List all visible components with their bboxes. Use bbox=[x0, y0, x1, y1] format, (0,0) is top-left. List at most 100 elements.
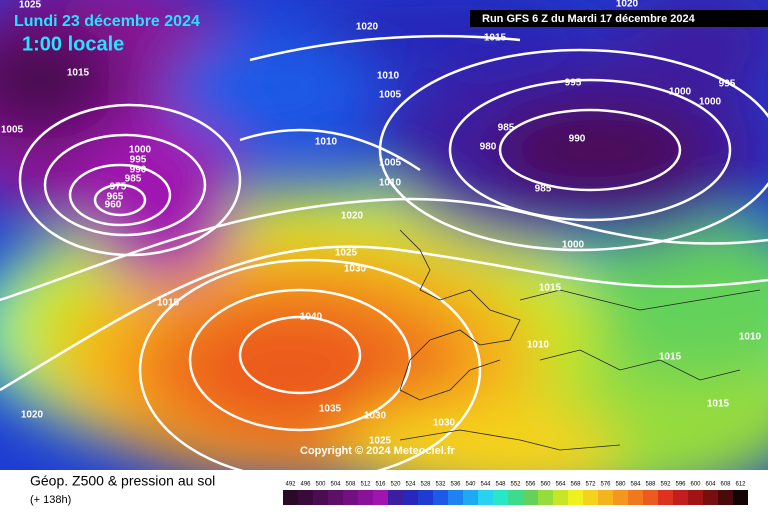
isobar-label: 990 bbox=[130, 165, 147, 176]
isobar-label: 985 bbox=[535, 184, 552, 195]
scale-label: 596 bbox=[675, 482, 686, 488]
isobar-label: 1005 bbox=[379, 90, 402, 101]
scale-swatch bbox=[613, 490, 628, 505]
scale-label: 532 bbox=[435, 482, 446, 488]
scale-label: 588 bbox=[645, 482, 656, 488]
isobar-label: 1000 bbox=[699, 97, 722, 108]
scale-label: 580 bbox=[615, 482, 626, 488]
scale-swatch bbox=[523, 490, 538, 505]
scale-swatch bbox=[553, 490, 568, 505]
scale-swatch bbox=[583, 490, 598, 505]
scale-label: 496 bbox=[300, 482, 311, 488]
isobar-label: 1000 bbox=[669, 87, 692, 98]
scale-label: 516 bbox=[375, 482, 386, 488]
scale-swatch bbox=[388, 490, 403, 505]
isobar-label: 1020 bbox=[356, 22, 379, 33]
isobar-label: 1015 bbox=[67, 68, 90, 79]
scale-label: 540 bbox=[465, 482, 476, 488]
scale-label: 576 bbox=[600, 482, 611, 488]
isobar-label: 1015 bbox=[157, 298, 180, 309]
isobar-label: 1025 bbox=[19, 0, 42, 11]
isobar-label: 960 bbox=[105, 200, 122, 211]
isobar-label: 1025 bbox=[369, 436, 392, 447]
isobar-label: 975 bbox=[110, 182, 127, 193]
scale-swatch bbox=[298, 490, 313, 505]
color-scale: 492 496 500 504 508 512 516 520 524 528 532 536 540 5… bbox=[283, 482, 748, 505]
isobar-label: 995 bbox=[565, 78, 582, 89]
scale-swatch bbox=[658, 490, 673, 505]
isobar-label: 1010 bbox=[527, 340, 550, 351]
scale-label: 500 bbox=[315, 482, 326, 488]
scale-label: 556 bbox=[525, 482, 536, 488]
scale-label: 608 bbox=[720, 482, 731, 488]
isobar-label: 1000 bbox=[129, 145, 152, 156]
isobar-label: 990 bbox=[569, 134, 586, 145]
footer-title: Géop. Z500 & pression au sol bbox=[30, 473, 215, 489]
scale-swatch bbox=[628, 490, 643, 505]
scale-label: 548 bbox=[495, 482, 506, 488]
isobar-label: 1020 bbox=[616, 0, 639, 10]
scale-swatch bbox=[478, 490, 493, 505]
scale-label: 592 bbox=[660, 482, 671, 488]
run-banner bbox=[470, 10, 768, 27]
isobar-label: 1020 bbox=[341, 211, 364, 222]
scale-label: 492 bbox=[285, 482, 296, 488]
isobar-label: 1010 bbox=[739, 332, 762, 343]
isobar-label: 1005 bbox=[1, 125, 24, 136]
isobar-label: 1000 bbox=[562, 240, 585, 251]
scale-label: 536 bbox=[450, 482, 461, 488]
isobar-labels: 1025102010151010100510151005100099599098… bbox=[1, 0, 762, 447]
scale-label: 504 bbox=[330, 482, 341, 488]
scale-swatch bbox=[493, 490, 508, 505]
isobar-label: 1015 bbox=[539, 283, 562, 294]
scale-label: 612 bbox=[735, 482, 746, 488]
isobar-label: 965 bbox=[107, 192, 124, 203]
scale-swatch bbox=[358, 490, 373, 505]
isobar-label: 1015 bbox=[484, 33, 507, 44]
isobar-label: 1010 bbox=[315, 137, 338, 148]
scale-swatch bbox=[568, 490, 583, 505]
isobar-label: 1015 bbox=[707, 399, 730, 410]
scale-swatch bbox=[373, 490, 388, 505]
valid-date: Lundi 23 décembre 2024 bbox=[14, 13, 200, 30]
isobars bbox=[0, 34, 768, 470]
scale-label: 564 bbox=[555, 482, 566, 488]
scale-label: 600 bbox=[690, 482, 701, 488]
isobar-label: 1035 bbox=[319, 404, 342, 415]
isobar-label: 980 bbox=[480, 142, 497, 153]
isobar-label: 1020 bbox=[21, 410, 44, 421]
scale-label: 508 bbox=[345, 482, 356, 488]
scale-label: 568 bbox=[570, 482, 581, 488]
isobar-label: 995 bbox=[130, 155, 147, 166]
scale-label: 544 bbox=[480, 482, 491, 488]
isobar-label: 1010 bbox=[379, 178, 402, 189]
isobar-label: 1030 bbox=[344, 264, 367, 275]
run-info: Run GFS 6 Z du Mardi 17 décembre 2024 bbox=[482, 13, 696, 25]
scale-swatch bbox=[598, 490, 613, 505]
scale-label: 552 bbox=[510, 482, 521, 488]
isobar-label: 1040 bbox=[300, 312, 323, 323]
scale-swatch bbox=[343, 490, 358, 505]
scale-swatch bbox=[718, 490, 733, 505]
scale-swatch bbox=[283, 490, 298, 505]
scale-swatch bbox=[733, 490, 748, 505]
isobar-label: 1010 bbox=[377, 71, 400, 82]
isobar-label: 1025 bbox=[335, 248, 358, 259]
scale-swatch bbox=[673, 490, 688, 505]
scale-swatch bbox=[328, 490, 343, 505]
isobar-label: 995 bbox=[719, 79, 736, 90]
copyright: Copyright © 2024 Meteociel.fr bbox=[300, 445, 456, 457]
scale-swatch bbox=[703, 490, 718, 505]
scale-label: 560 bbox=[540, 482, 551, 488]
scale-label: 572 bbox=[585, 482, 596, 488]
scale-swatch bbox=[463, 490, 478, 505]
isobar-label: 985 bbox=[498, 123, 515, 134]
scale-label: 520 bbox=[390, 482, 401, 488]
scale-swatch bbox=[418, 490, 433, 505]
scale-swatch bbox=[403, 490, 418, 505]
isobar-label: 1015 bbox=[659, 352, 682, 363]
valid-time: 1:00 locale bbox=[22, 33, 124, 55]
isobar-label: 1030 bbox=[364, 411, 387, 422]
